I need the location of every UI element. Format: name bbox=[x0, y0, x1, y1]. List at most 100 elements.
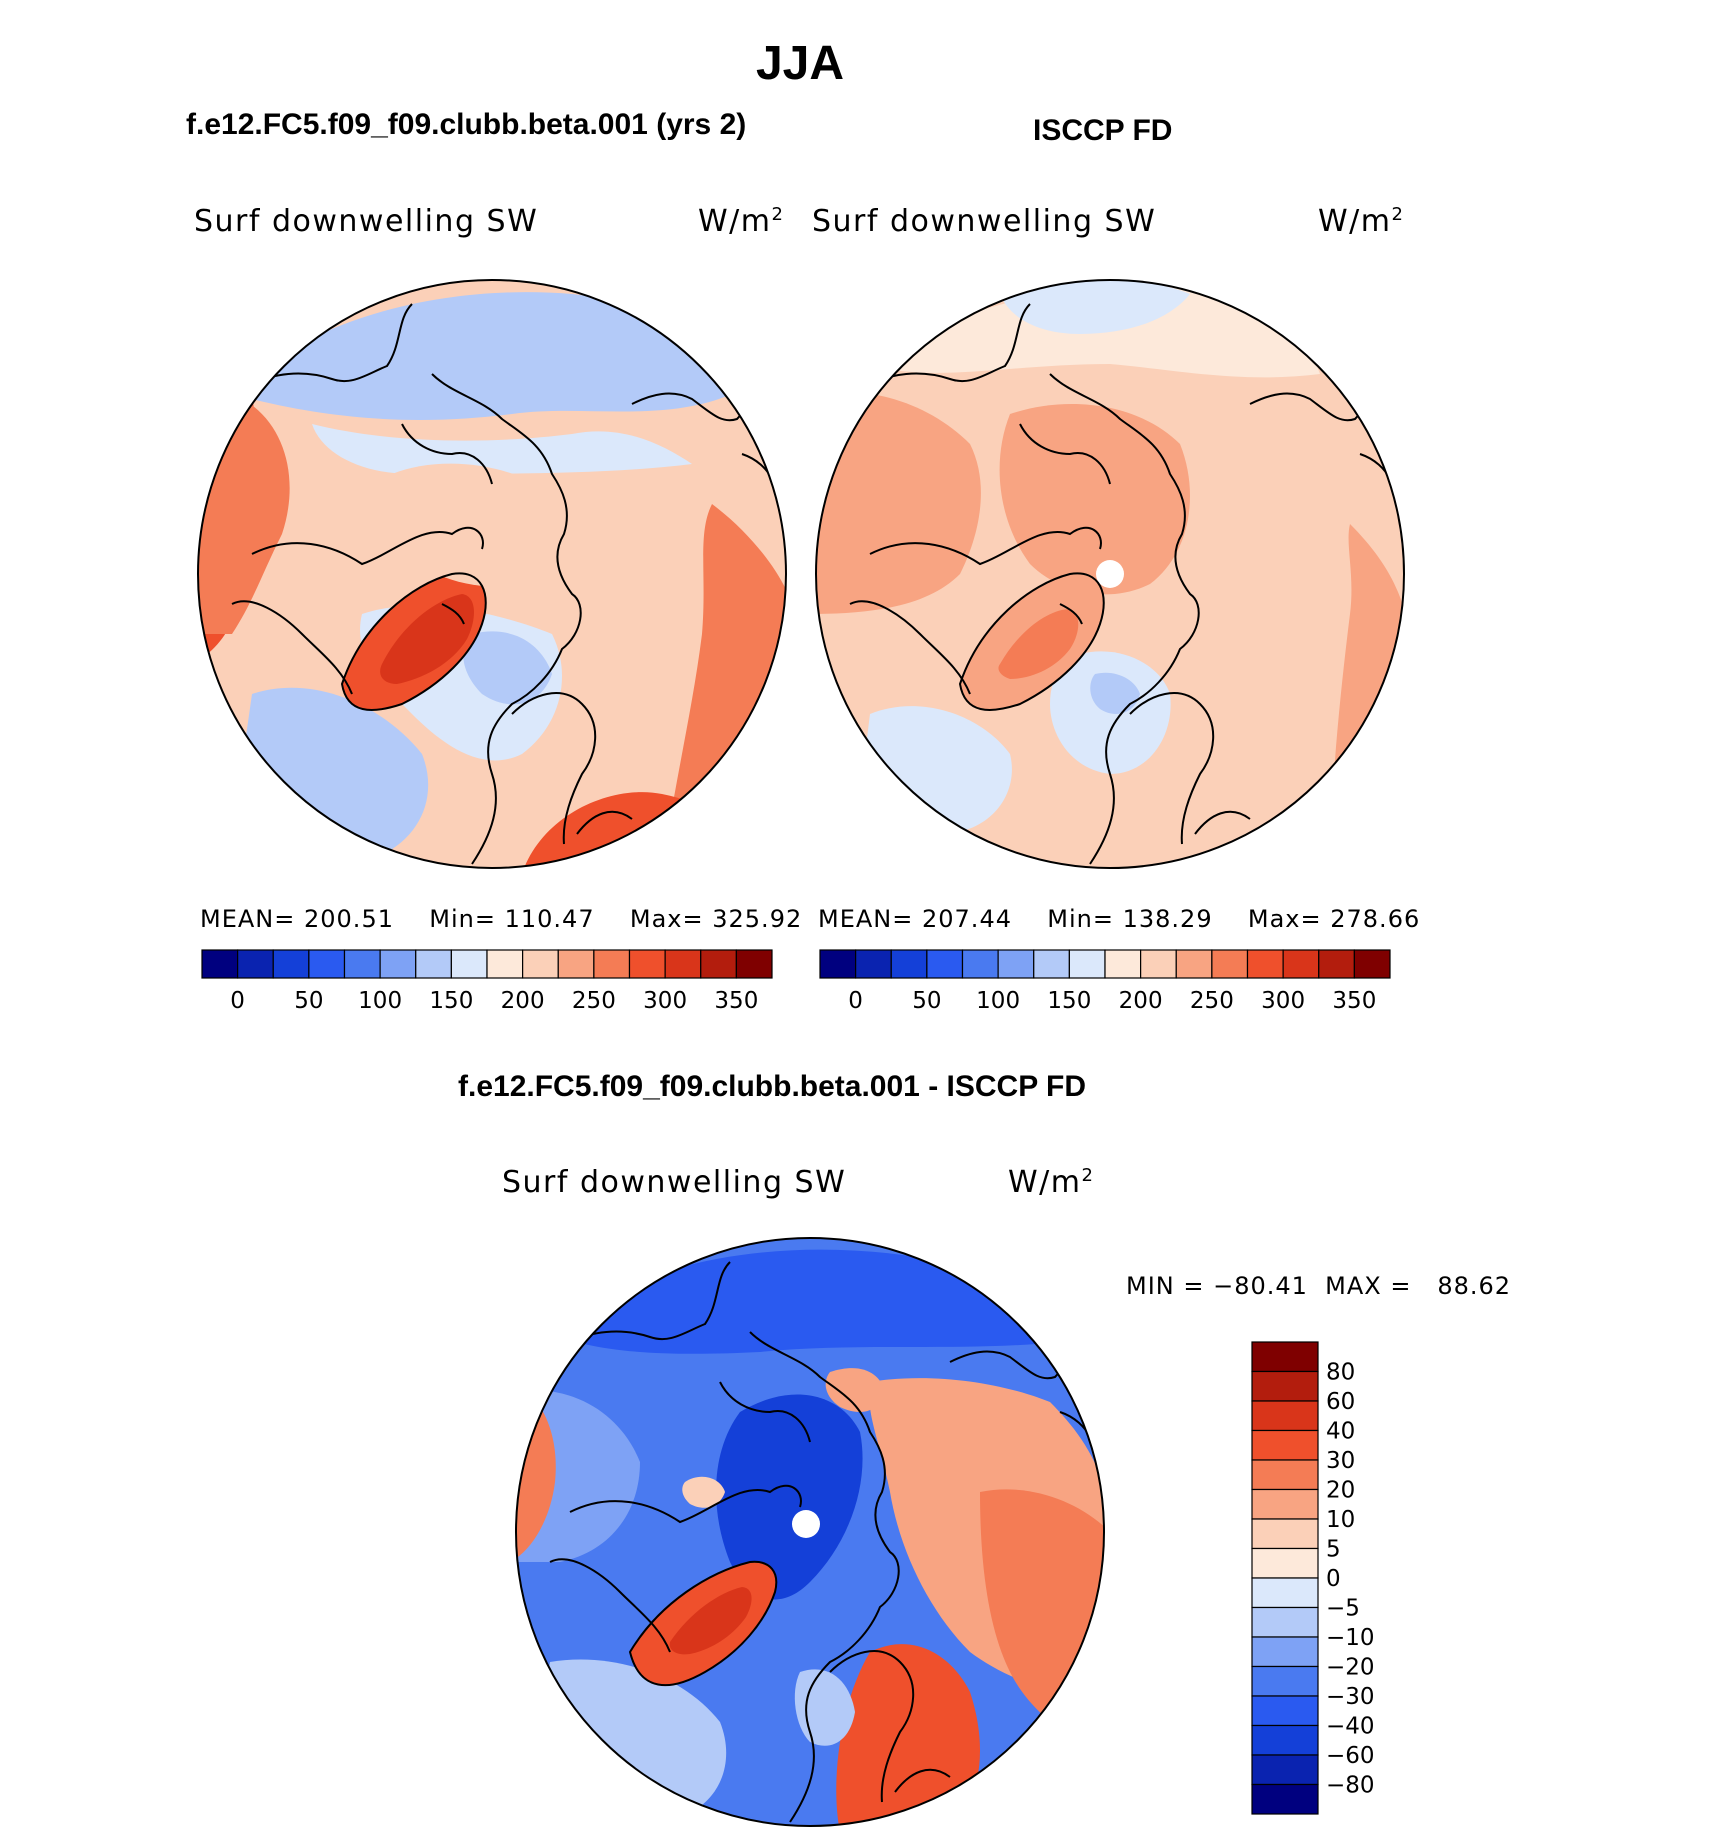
diff-colorbar-swatch bbox=[1251, 1636, 1319, 1668]
right-colorbar-swatch bbox=[1211, 949, 1249, 979]
right-variable-label: Surf downwelling SW bbox=[812, 204, 1157, 239]
right-colorbar-swatch bbox=[961, 949, 999, 979]
right-colorbar-swatch bbox=[855, 949, 892, 979]
left-region-siberia bbox=[392, 463, 562, 587]
right-polar-map bbox=[815, 279, 1405, 869]
right-region-sea-lightblue bbox=[1090, 672, 1140, 714]
left-colorbar-swatch bbox=[308, 949, 346, 979]
left-case-title: f.e12.FC5.f09_f09.clubb.beta.001 (yrs 2) bbox=[186, 108, 747, 141]
left-colorbar-swatch bbox=[237, 949, 274, 979]
right-region-greenland-core bbox=[998, 609, 1079, 679]
right-colorbar-tick-label: 250 bbox=[1190, 988, 1234, 1014]
right-colorbar-swatch bbox=[1246, 949, 1284, 979]
left-polar-map bbox=[197, 279, 787, 869]
diff-pole-mask bbox=[792, 1510, 820, 1538]
left-colorbar-tick-label: 0 bbox=[230, 988, 245, 1014]
diff-minmax: MIN = −80.41 MAX = 88.62 bbox=[1126, 1272, 1512, 1300]
diff-colorbar-tick-label: 0 bbox=[1326, 1566, 1341, 1592]
right-colorbar-swatch bbox=[819, 949, 857, 979]
diff-colorbar-swatch bbox=[1251, 1724, 1319, 1756]
right-colorbar-swatch bbox=[1318, 949, 1355, 979]
right-region-center-salmon bbox=[999, 404, 1190, 595]
diff-variable-label: Surf downwelling SW bbox=[502, 1165, 847, 1200]
left-colorbar-swatch bbox=[664, 949, 702, 979]
left-colorbar-swatch bbox=[272, 949, 310, 979]
diff-units-label: W/m2 bbox=[1008, 1165, 1095, 1200]
diff-colorbar-swatch bbox=[1251, 1459, 1319, 1491]
diff-colorbar-swatch bbox=[1251, 1488, 1319, 1520]
left-colorbar-swatch bbox=[450, 949, 488, 979]
right-min-label: Min= bbox=[1047, 905, 1114, 933]
left-colorbar-tick-label: 50 bbox=[294, 988, 323, 1014]
diff-colorbar-tick-label: 5 bbox=[1326, 1537, 1341, 1563]
diff-colorbar-swatch bbox=[1251, 1370, 1319, 1402]
right-region-north-paleblue bbox=[1000, 280, 1190, 334]
diff-colorbar-tick-label: 80 bbox=[1326, 1360, 1355, 1386]
right-colorbar-swatch bbox=[1353, 949, 1391, 979]
right-max-value: 278.66 bbox=[1330, 905, 1421, 933]
right-colorbar-tick-label: 200 bbox=[1119, 988, 1163, 1014]
diff-colorbar: 80 60 40 30 20 10 5 0 −5 −10 −20 −30 −40 −60 −80 bbox=[1251, 1341, 1375, 1815]
diff-colorbar-tick-label: 10 bbox=[1326, 1507, 1355, 1533]
right-mean-label: MEAN= bbox=[818, 905, 914, 933]
right-colorbar-swatch bbox=[1104, 949, 1142, 979]
left-variable-label: Surf downwelling SW bbox=[194, 204, 539, 239]
left-colorbar-swatch bbox=[628, 949, 666, 979]
right-coastlines bbox=[849, 303, 1391, 865]
left-min-value: 110.47 bbox=[504, 905, 595, 933]
diff-colorbar-swatch bbox=[1251, 1695, 1319, 1727]
diff-polar-map bbox=[515, 1237, 1105, 1827]
left-colorbar-tick-label: 100 bbox=[358, 988, 402, 1014]
left-colorbar-tick-label: 350 bbox=[714, 988, 758, 1014]
diff-colorbar-tick-label: −10 bbox=[1326, 1625, 1375, 1651]
diff-colorbar-swatch bbox=[1251, 1754, 1319, 1786]
left-region-greenland-core bbox=[380, 594, 474, 684]
diff-region-greenland-core bbox=[669, 1587, 752, 1655]
left-colorbar-swatch bbox=[201, 949, 239, 979]
left-units-label: W/m2 bbox=[698, 204, 785, 239]
left-colorbar-swatch bbox=[557, 949, 595, 979]
left-colorbar-tick-label: 150 bbox=[429, 988, 473, 1014]
diff-colorbar-swatch bbox=[1251, 1783, 1319, 1815]
diff-colorbar-tick-label: 40 bbox=[1326, 1419, 1355, 1445]
diff-colorbar-tick-label: −5 bbox=[1326, 1596, 1360, 1622]
diff-colorbar-tick-label: −80 bbox=[1326, 1773, 1375, 1799]
right-colorbar-swatch bbox=[890, 949, 928, 979]
right-colorbar-tick-label: 50 bbox=[912, 988, 941, 1014]
right-colorbar-swatch bbox=[1068, 949, 1106, 979]
right-colorbar-swatch bbox=[1033, 949, 1070, 979]
right-colorbar-tick-label: 150 bbox=[1047, 988, 1091, 1014]
right-stats: MEAN= 207.44 Min= 138.29 Max= 278.66 bbox=[818, 905, 1420, 933]
left-mean-value: 200.51 bbox=[304, 905, 394, 933]
left-colorbar-swatch bbox=[379, 949, 417, 979]
left-min-label: Min= bbox=[429, 905, 496, 933]
diff-colorbar-tick-label: 20 bbox=[1326, 1478, 1355, 1504]
diff-case-title: f.e12.FC5.f09_f09.clubb.beta.001 - ISCCP… bbox=[458, 1070, 1086, 1103]
diff-region-northeast-salmon bbox=[825, 1368, 885, 1412]
left-max-label: Max= bbox=[629, 905, 704, 933]
right-colorbar-swatch bbox=[1282, 949, 1320, 979]
diff-colorbar-tick-label: −20 bbox=[1326, 1655, 1375, 1681]
left-stats: MEAN= 200.51 Min= 110.47 Max= 325.92 bbox=[200, 905, 802, 933]
diff-colorbar-tick-label: 60 bbox=[1326, 1389, 1355, 1415]
diff-colorbar-swatch bbox=[1251, 1606, 1319, 1638]
right-colorbar-swatch bbox=[997, 949, 1035, 979]
right-min-value: 138.29 bbox=[1122, 905, 1213, 933]
right-colorbar-tick-label: 100 bbox=[976, 988, 1020, 1014]
page-title: JJA bbox=[755, 37, 845, 90]
left-colorbar-swatch bbox=[415, 949, 452, 979]
diff-region-southeast-red bbox=[836, 1644, 980, 1826]
diff-colorbar-tick-label: −30 bbox=[1326, 1684, 1375, 1710]
left-colorbar-swatch bbox=[735, 949, 773, 979]
right-colorbar-tick-label: 300 bbox=[1261, 988, 1305, 1014]
left-colorbar-swatch bbox=[593, 949, 631, 979]
left-region-sea-lightblue bbox=[463, 631, 552, 705]
left-region-north-paleblue bbox=[312, 424, 692, 474]
left-colorbar-tick-label: 300 bbox=[643, 988, 687, 1014]
left-colorbar-swatch bbox=[522, 949, 559, 979]
left-max-value: 325.92 bbox=[712, 905, 803, 933]
left-colorbar-swatch bbox=[343, 949, 381, 979]
right-max-label: Max= bbox=[1247, 905, 1322, 933]
right-colorbar-swatch bbox=[1140, 949, 1177, 979]
right-units-label: W/m2 bbox=[1318, 204, 1405, 239]
